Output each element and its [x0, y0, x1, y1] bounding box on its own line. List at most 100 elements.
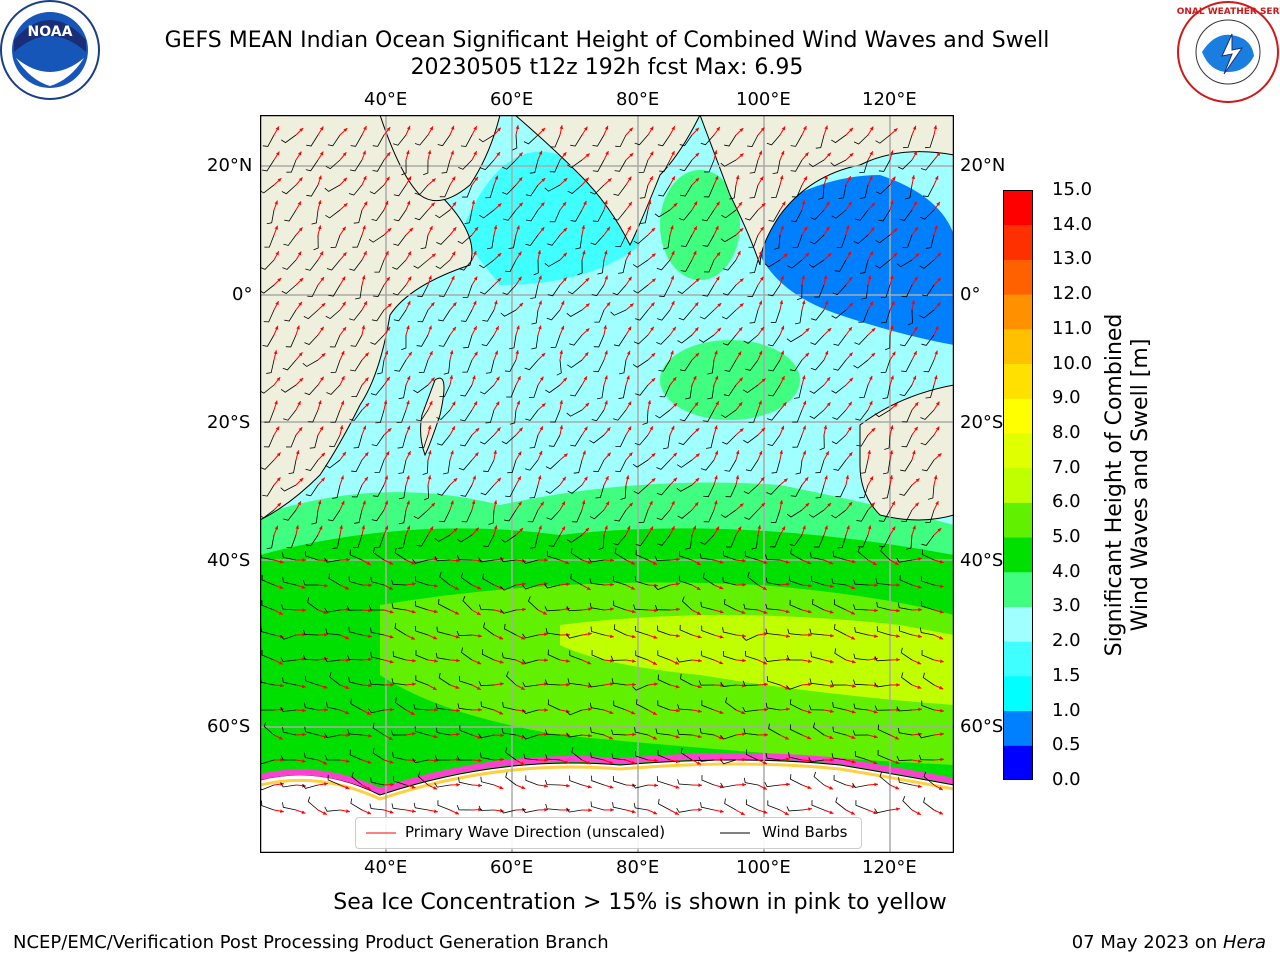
- wind-barb: [504, 359, 517, 372]
- wind-barb: [744, 209, 759, 221]
- wave-direction-arrowhead: [830, 584, 834, 588]
- wave-direction-arrowhead: [449, 350, 454, 355]
- wave-direction-arrowhead: [279, 585, 284, 589]
- wind-barb: [657, 650, 671, 661]
- wind-barb: [548, 434, 561, 447]
- wind-barb: [479, 604, 495, 611]
- wave-direction-arrowhead: [345, 710, 350, 715]
- wave-direction-arrowhead: [823, 275, 828, 280]
- wind-barb: [283, 509, 297, 521]
- wind-barb: [483, 622, 495, 636]
- wind-barb: [573, 459, 583, 474]
- wind-barb: [657, 674, 671, 686]
- wave-direction-arrowhead: [588, 707, 592, 712]
- wind-barb: [482, 534, 495, 547]
- wind-barb: [721, 209, 737, 219]
- wind-barb: [569, 775, 583, 786]
- wave-direction-arrowhead: [827, 328, 832, 332]
- wind-barb: [544, 606, 561, 612]
- wave-direction-arrowhead: [697, 634, 702, 639]
- wave-direction-arrowhead: [829, 810, 834, 814]
- wind-barb: [349, 549, 363, 561]
- wave-direction-arrowhead: [937, 252, 941, 257]
- wind-barb: [919, 259, 935, 269]
- wave-direction-arrowhead: [889, 425, 894, 430]
- wind-barb: [529, 159, 539, 174]
- wind-barb: [441, 159, 451, 174]
- wind-barb: [897, 602, 913, 611]
- wave-direction-arrowhead: [407, 176, 412, 181]
- wave-direction-arrowhead: [364, 377, 369, 382]
- wind-barb: [833, 459, 847, 471]
- wind-barb: [324, 184, 341, 192]
- wind-barb: [500, 584, 517, 591]
- wind-barb: [443, 459, 451, 475]
- wave-direction-arrowhead: [807, 785, 812, 789]
- wind-barb: [413, 259, 429, 269]
- wind-barb: [900, 459, 913, 472]
- wind-barb: [508, 234, 517, 250]
- wave-direction-arrowhead: [559, 125, 564, 130]
- wave-direction-arrowhead: [605, 151, 609, 156]
- wave-direction-arrowhead: [894, 561, 899, 565]
- wind-barb: [436, 434, 451, 446]
- wave-direction-arrowhead: [297, 151, 302, 156]
- wind-barb: [324, 607, 341, 613]
- wind-barb: [423, 484, 429, 501]
- wave-direction-arrowhead: [890, 375, 894, 380]
- wind-barb: [878, 509, 891, 522]
- wave-direction-arrowhead: [538, 150, 543, 155]
- wind-barb: [769, 534, 781, 548]
- wind-barb: [260, 784, 275, 791]
- wave-direction-arrowhead: [693, 250, 697, 255]
- wind-barb: [369, 679, 385, 686]
- wave-direction-arrowhead: [847, 251, 852, 256]
- wind-barb: [765, 753, 781, 761]
- wind-barb: [391, 678, 407, 686]
- wind-barb: [724, 134, 737, 147]
- wave-direction-arrowhead: [651, 453, 656, 457]
- colorbar-tick-label: 3.0: [1052, 595, 1081, 617]
- wave-direction-arrowhead: [297, 251, 302, 256]
- wave-direction-arrowhead: [936, 302, 941, 307]
- wave-direction-arrowhead: [739, 428, 744, 433]
- wave-direction-arrowhead: [803, 126, 807, 131]
- wind-barb: [809, 409, 825, 419]
- wave-direction-arrowhead: [805, 252, 810, 257]
- wind-barb: [398, 384, 407, 400]
- wave-direction-arrowhead: [362, 425, 367, 430]
- wind-barb: [922, 672, 935, 686]
- madagascar-land: [420, 377, 445, 457]
- wind-barb: [284, 309, 297, 322]
- wind-barb: [677, 509, 693, 519]
- wind-barb: [462, 595, 473, 611]
- wind-barb: [502, 184, 517, 195]
- wave-direction-arrowhead: [587, 784, 592, 789]
- wind-barb: [831, 434, 847, 445]
- wave-direction-arrowhead: [670, 350, 674, 355]
- wind-barb: [724, 459, 737, 472]
- wave-direction-arrowhead: [649, 426, 653, 431]
- wave-direction-arrowhead: [429, 351, 433, 356]
- wave-direction-arrowhead: [450, 150, 454, 155]
- wind-barb: [567, 678, 583, 686]
- wave-direction-arrowhead: [412, 682, 416, 687]
- wave-direction-arrowhead: [851, 559, 856, 564]
- wind-barb: [881, 309, 891, 324]
- wave-direction-arrowhead: [298, 227, 303, 232]
- wind-barb: [874, 705, 891, 711]
- wave-direction-arrowhead: [889, 275, 894, 280]
- wave-direction-arrowhead: [893, 403, 898, 408]
- wave-direction-arrowhead: [318, 400, 322, 405]
- wind-barb: [789, 359, 803, 372]
- wave-direction-arrowhead: [559, 425, 564, 430]
- wave-direction-arrowhead: [407, 451, 411, 456]
- wind-barb: [370, 334, 385, 345]
- wind-barb: [658, 184, 671, 197]
- wave-direction-arrowhead: [301, 810, 306, 814]
- wave-direction-arrowhead: [433, 809, 438, 813]
- wind-barb: [592, 209, 605, 222]
- wind-barb: [478, 733, 495, 739]
- wave-direction-arrowhead: [714, 175, 719, 180]
- wind-barb: [528, 596, 539, 611]
